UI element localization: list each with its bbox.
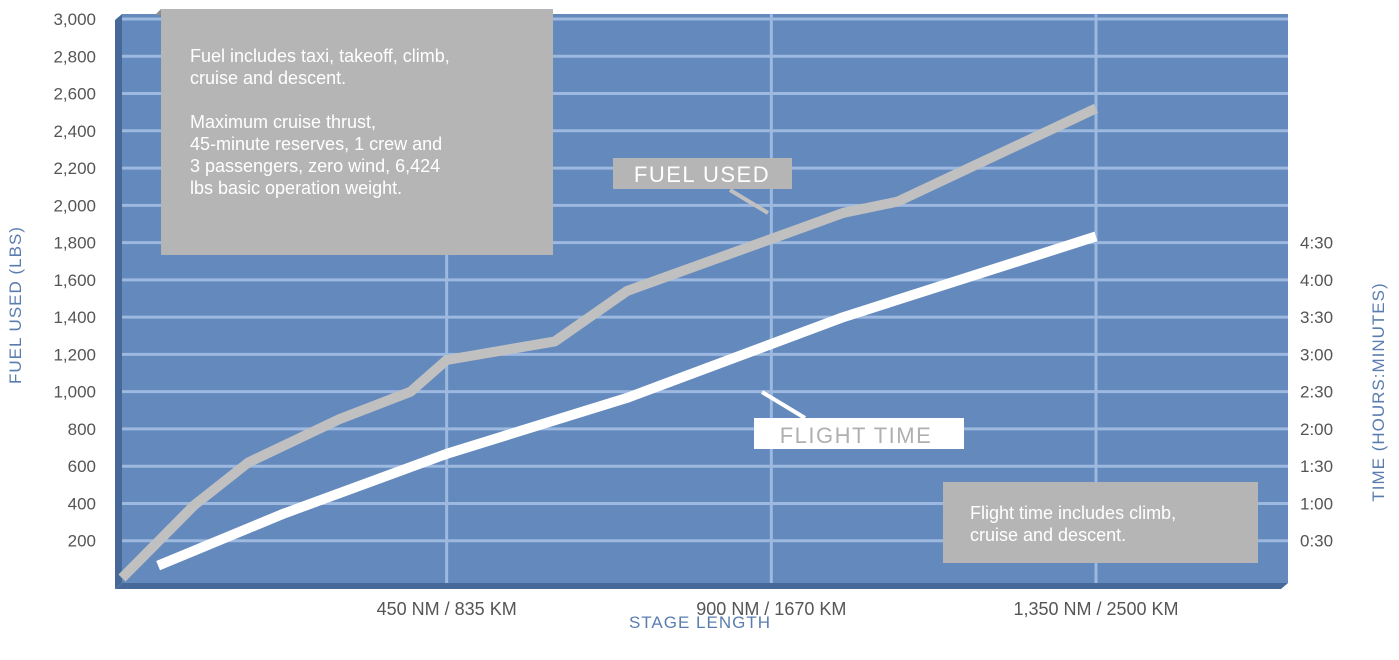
- y-right-tick-label: 3:00: [1300, 345, 1333, 364]
- y-left-tick-label: 1,000: [53, 383, 96, 402]
- y-right-tick-label: 4:00: [1300, 271, 1333, 290]
- y-left-tick-label: 1,600: [53, 271, 96, 290]
- time-callout-label: FLIGHT TIME: [780, 423, 933, 448]
- fuel-callout: FUEL USED: [613, 158, 792, 215]
- y-left-tick-label: 800: [68, 420, 96, 439]
- fuel-note-box: Fuel includes taxi, takeoff, climb, crui…: [155, 9, 553, 255]
- flight-time-line: [156, 231, 1098, 571]
- tick-labels: 200 400 600 800 1,000 1,200 1,400 1,600 1,800 2,0…: [53, 10, 1333, 619]
- time-callout-pointer: [760, 390, 807, 420]
- y-left-tick-label: 3,000: [53, 10, 96, 29]
- fuel-callout-background: [613, 158, 792, 189]
- y-left-axis-title: FUEL USED (LBS): [6, 226, 25, 384]
- y-left-tick-label: 400: [68, 494, 96, 513]
- plot-side-left: [115, 14, 122, 589]
- x-axis-title: STAGE LENGTH: [629, 613, 771, 632]
- series-lines: [118, 103, 1099, 582]
- time-note-box: Flight time includes climb, cruise and d…: [943, 482, 1258, 563]
- y-right-tick-label: 4:30: [1300, 234, 1333, 253]
- y-left-tick-label: 1,800: [53, 234, 96, 253]
- y-right-tick-label: 2:00: [1300, 420, 1333, 439]
- y-right-tick-label: 1:30: [1300, 457, 1333, 476]
- time-note-text: Flight time includes climb, cruise and d…: [970, 503, 1181, 545]
- fuel-callout-pointer: [728, 188, 770, 215]
- plot-side-bottom: [115, 583, 1288, 589]
- y-left-tick-label: 1,400: [53, 308, 96, 327]
- time-callout-background: [754, 418, 964, 449]
- y-right-axis-title: TIME (HOURS:MINUTES): [1369, 282, 1388, 501]
- time-note-background: [943, 482, 1258, 563]
- y-left-tick-label: 2,400: [53, 122, 96, 141]
- fuel-callout-label: FUEL USED: [634, 162, 770, 187]
- y-right-tick-label: 3:30: [1300, 308, 1333, 327]
- y-right-tick-label: 1:00: [1300, 494, 1333, 513]
- x-tick-label: 900 NM / 1670 KM: [696, 599, 846, 619]
- y-left-tick-label: 1,200: [53, 345, 96, 364]
- y-left-tick-label: 2,000: [53, 196, 96, 215]
- y-right-tick-label: 0:30: [1300, 532, 1333, 551]
- fuel-note-text: Fuel includes taxi, takeoff, climb, crui…: [190, 46, 455, 88]
- y-left-tick-label: 2,200: [53, 159, 96, 178]
- x-tick-label: 1,350 NM / 2500 KM: [1013, 599, 1178, 619]
- y-right-tick-label: 2:30: [1300, 383, 1333, 402]
- y-left-tick-label: 2,600: [53, 85, 96, 104]
- y-left-tick-label: 2,800: [53, 47, 96, 66]
- y-left-tick-label: 600: [68, 457, 96, 476]
- time-callout: FLIGHT TIME: [754, 390, 964, 449]
- fuel-note-details-text: Maximum cruise thrust, 45-minute reserve…: [190, 112, 447, 198]
- fuel-note-background: [161, 9, 553, 255]
- fuel-note-corner: [155, 9, 161, 15]
- y-left-tick-label: 200: [68, 532, 96, 551]
- fuel-used-line: [118, 103, 1099, 582]
- x-tick-label: 450 NM / 835 KM: [377, 599, 517, 619]
